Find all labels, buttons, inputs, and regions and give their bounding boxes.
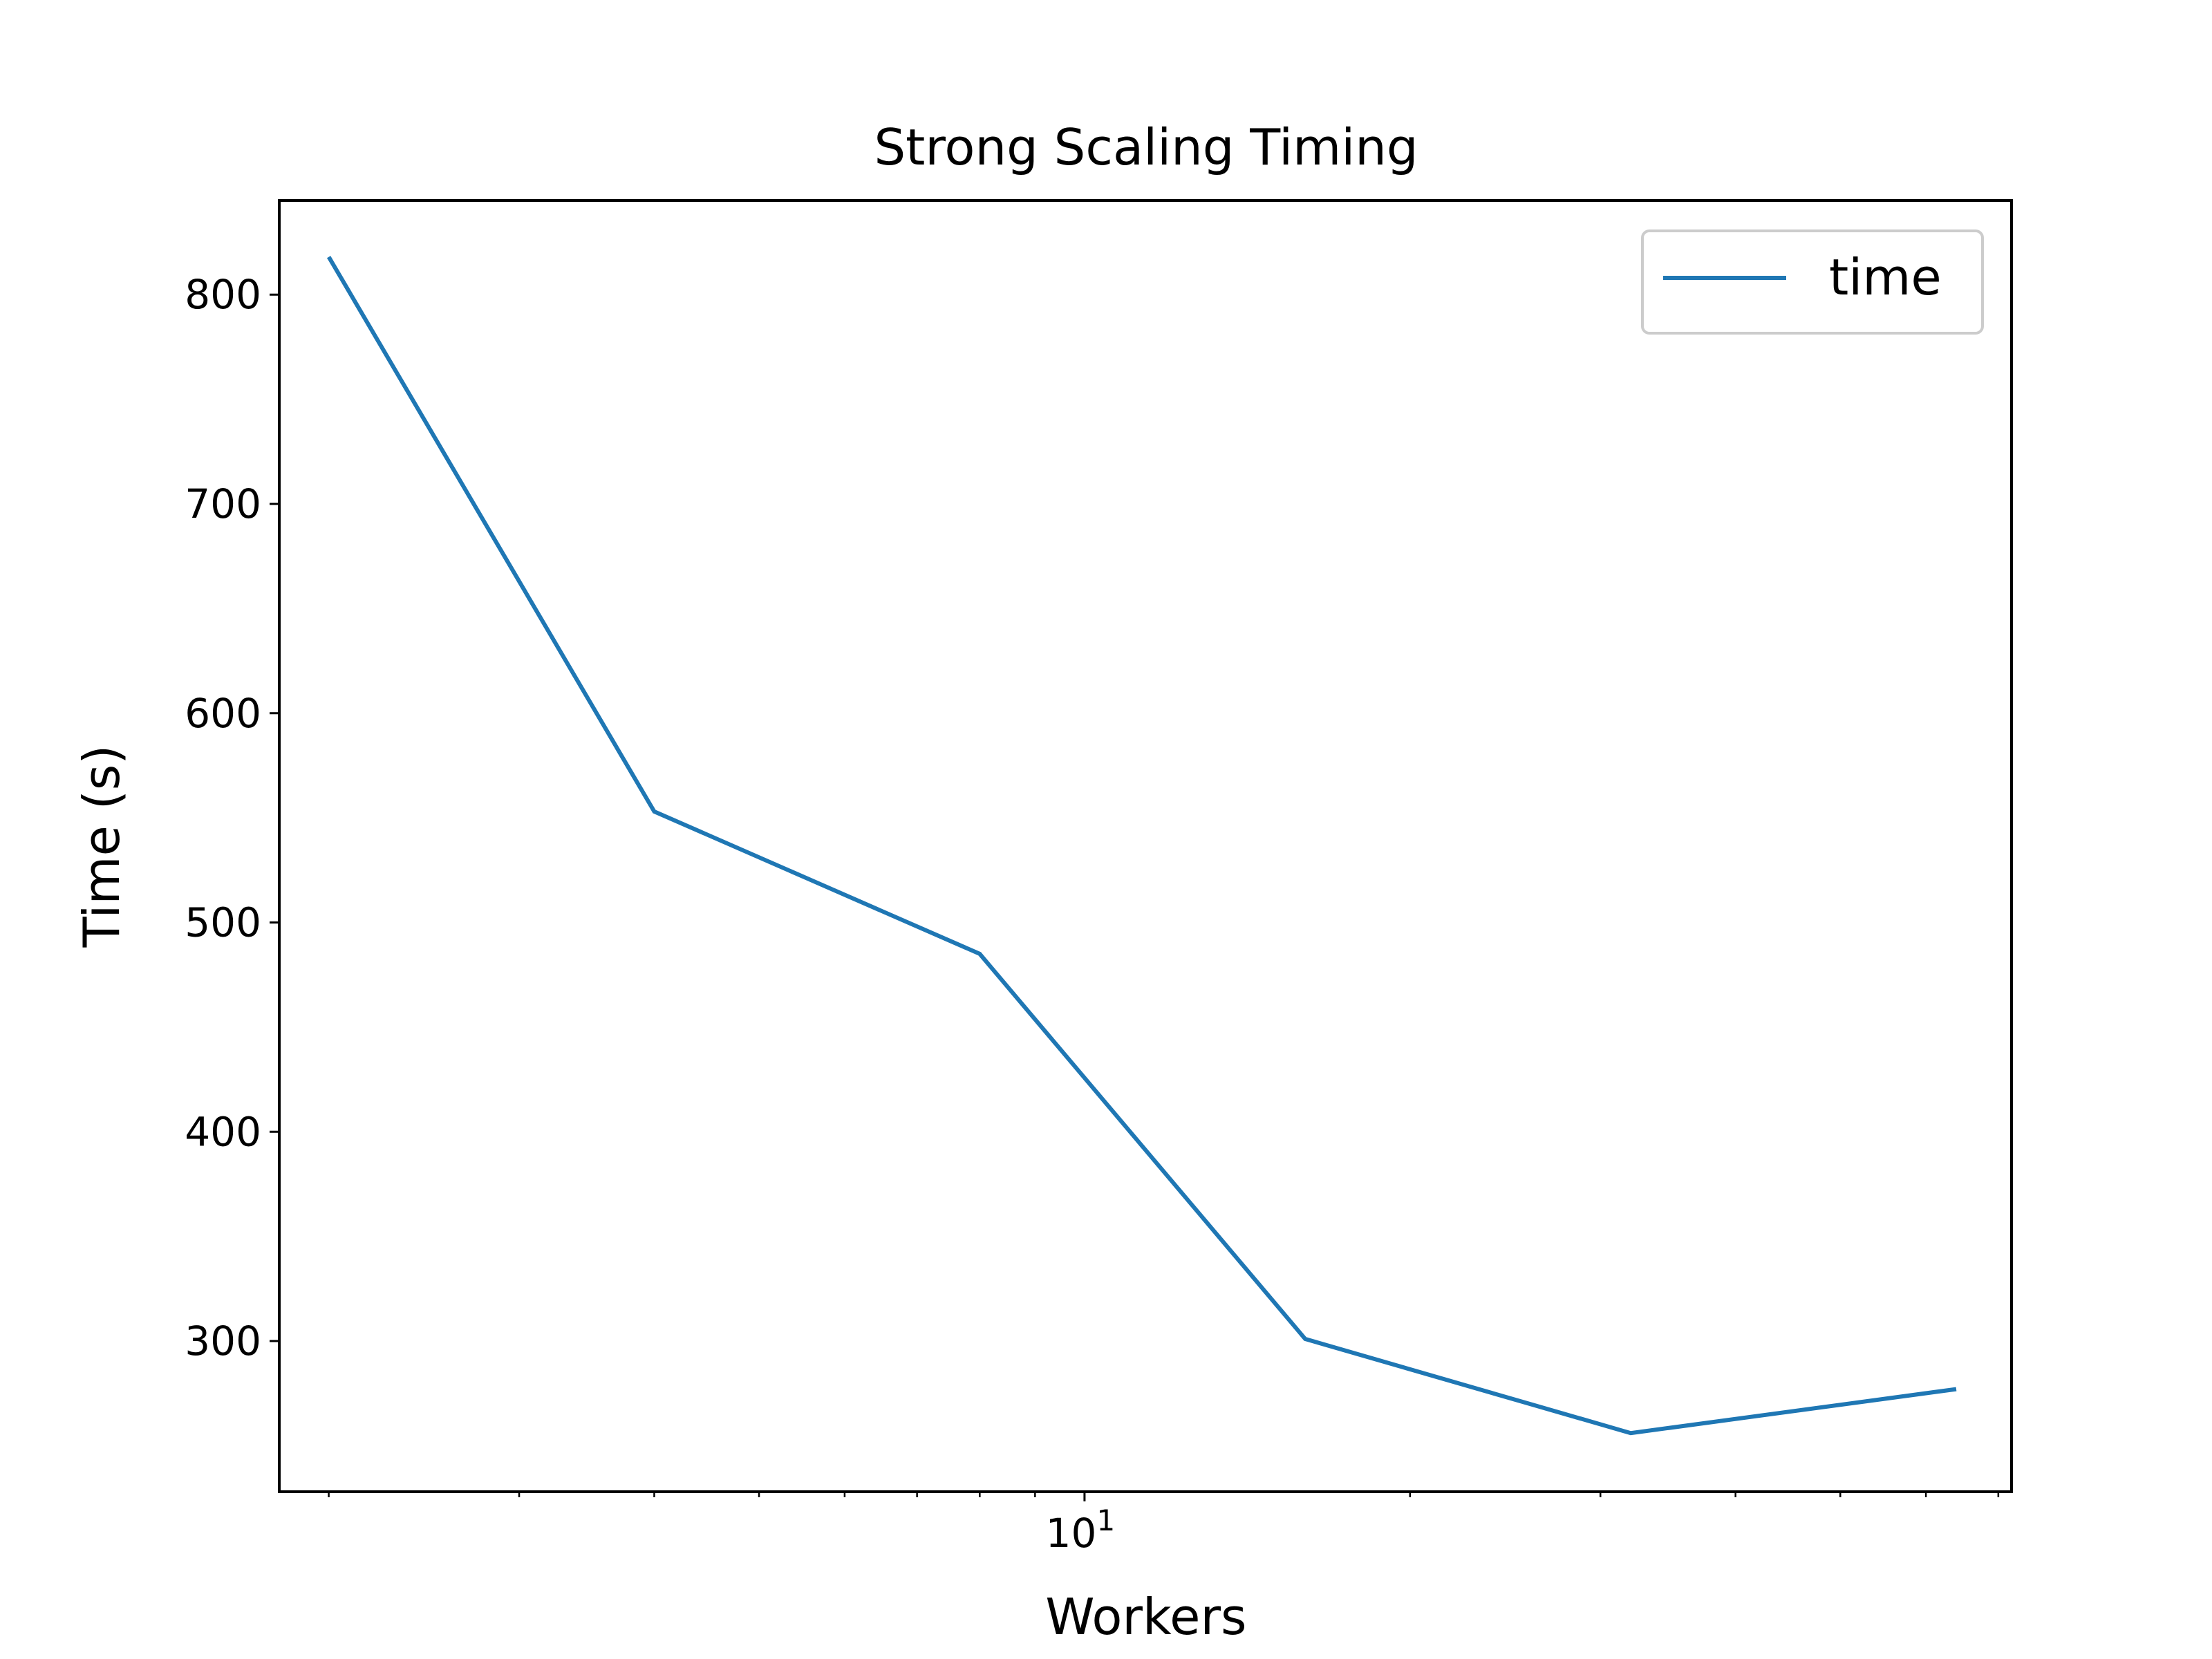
y-axis-ticks: 300 400 500 600 700 800 (185, 271, 279, 1365)
y-axis-label: Time (s) (73, 745, 131, 948)
legend-entry-label: time (1829, 248, 1942, 306)
y-tick-label-600: 600 (185, 690, 261, 737)
y-tick-label-300: 300 (185, 1318, 261, 1365)
legend-box (1641, 229, 1984, 335)
chart-title: Strong Scaling Timing (874, 118, 1418, 176)
x-tick-label-exponent: 1 (1096, 1503, 1115, 1537)
series-line-time (327, 256, 1957, 1436)
y-tick-label-800: 800 (185, 271, 261, 318)
y-tick-label-700: 700 (185, 480, 261, 527)
x-tick-label-base: 10 (1046, 1510, 1097, 1557)
x-axis-label: Workers (1045, 1588, 1246, 1646)
plot-area (327, 256, 1957, 1436)
y-tick-label-400: 400 (185, 1108, 261, 1155)
legend: time (1641, 229, 1984, 335)
x-axis-ticks: 101 (328, 1492, 2000, 1557)
axes-frame (278, 199, 2013, 1493)
x-tick-label-10: 101 (1046, 1503, 1116, 1557)
y-tick-label-500: 500 (185, 899, 261, 946)
